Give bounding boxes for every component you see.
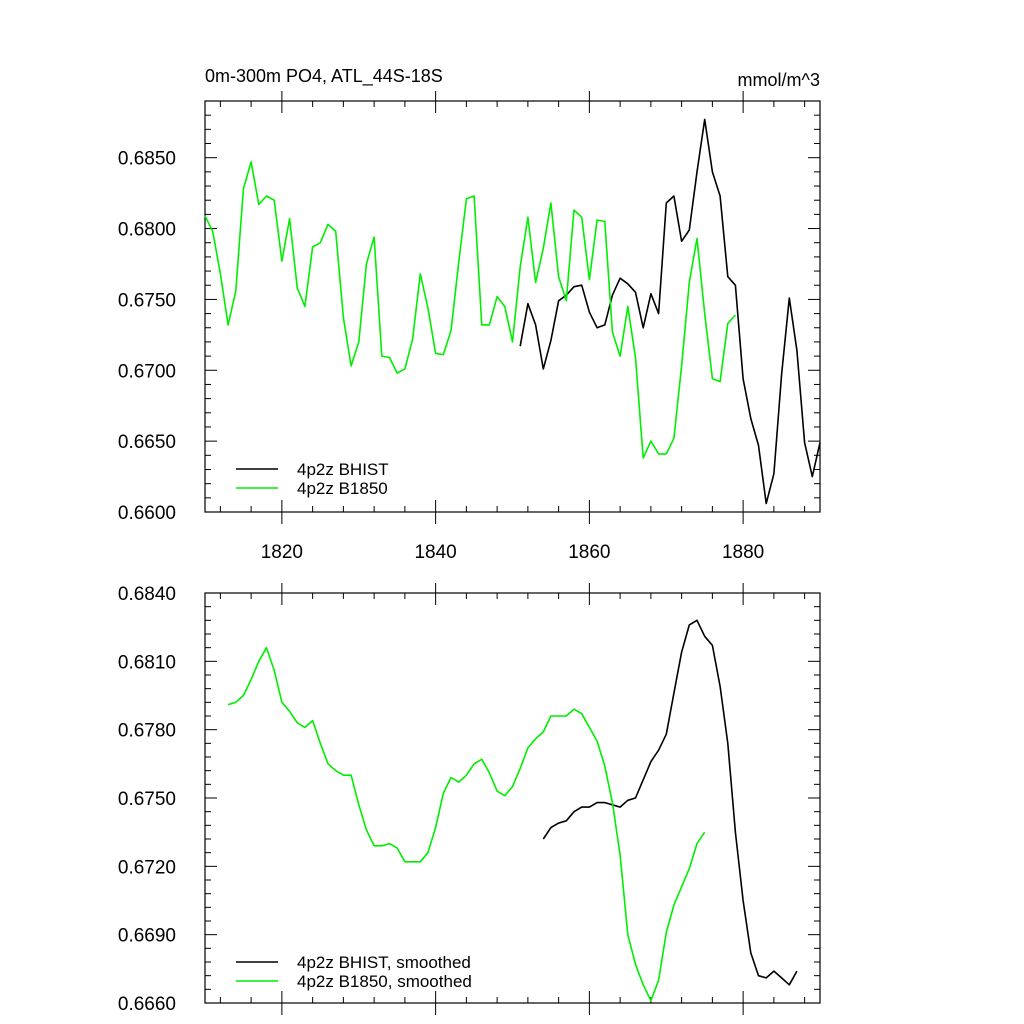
y-tick-label: 0.6700 [118, 361, 176, 382]
y-tick-label: 0.6840 [118, 584, 176, 605]
legend-label: 4p2z BHIST [297, 460, 389, 479]
y-tick-label: 0.6600 [118, 503, 176, 524]
y-tick-label: 0.6800 [118, 220, 176, 241]
y-tick-label: 0.6660 [118, 994, 176, 1015]
y-tick-label: 0.6650 [118, 432, 176, 453]
x-tick-label: 1820 [261, 542, 303, 563]
y-tick-label: 0.6850 [118, 149, 176, 170]
series-line-b1850 [227, 646, 706, 1002]
x-tick-label: 1880 [722, 542, 764, 563]
y-tick-label: 0.6780 [118, 721, 176, 742]
legend-label: 4p2z B1850, smoothed [297, 972, 472, 991]
y-tick-label: 0.6750 [118, 789, 176, 810]
legend-label: 4p2z BHIST, smoothed [297, 953, 471, 972]
series-line-b1850 [204, 161, 736, 459]
series-line-bhist [519, 118, 821, 505]
y-tick-label: 0.6720 [118, 857, 176, 878]
x-tick-label: 1860 [568, 542, 610, 563]
top-panel: 1820 1840 1860 1880 0.6600 0.6650 0.6700 0.6750… [118, 66, 821, 563]
bottom-panel: 0.6660 0.6690 0.6720 0.6750 0.6780 0.6810 0.68… [118, 583, 821, 1015]
plot-frame [204, 100, 821, 513]
chart-title: 0m-300m PO4, ATL_44S-18S [205, 66, 443, 87]
y-tick-label: 0.6690 [118, 926, 176, 947]
y-tick-label: 0.6810 [118, 652, 176, 673]
y-tick-label: 0.6750 [118, 290, 176, 311]
units-label: mmol/m^3 [738, 70, 820, 90]
x-tick-label: 1840 [414, 542, 456, 563]
plot-frame [204, 592, 821, 1004]
series-line-bhist [542, 619, 798, 986]
legend-label: 4p2z B1850 [297, 479, 388, 498]
